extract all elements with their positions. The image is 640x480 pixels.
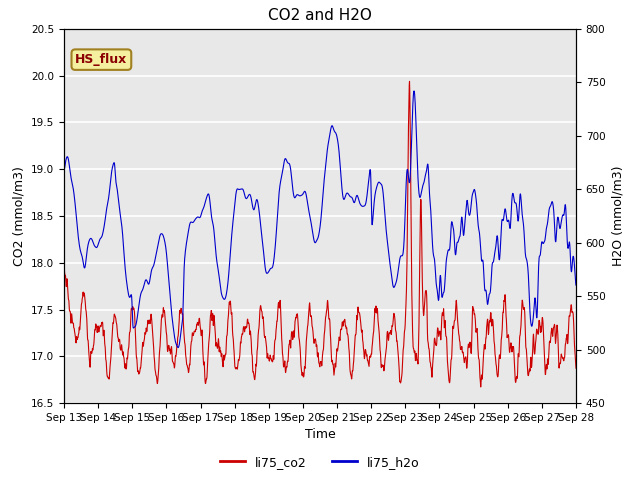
li75_h2o — [86, 236, 94, 242]
Text: HS_flux: HS_flux — [76, 53, 127, 66]
X-axis label: Time: Time — [305, 429, 335, 442]
li75_h2o — [309, 233, 317, 239]
li75_h2o — [558, 217, 566, 223]
li75_co2 — [572, 365, 580, 371]
li75_h2o — [464, 200, 472, 206]
Line: li75_co2: li75_co2 — [64, 81, 576, 387]
Line: li75_h2o: li75_h2o — [64, 91, 576, 348]
Y-axis label: CO2 (mmol/m3): CO2 (mmol/m3) — [12, 166, 26, 266]
li75_h2o — [572, 282, 580, 288]
li75_h2o — [174, 345, 182, 350]
li75_h2o — [410, 88, 418, 94]
li75_h2o — [296, 193, 303, 199]
li75_h2o — [60, 168, 68, 174]
li75_co2 — [86, 364, 94, 370]
li75_co2 — [406, 78, 413, 84]
Y-axis label: H2O (mmol/m3): H2O (mmol/m3) — [611, 166, 624, 266]
li75_co2 — [558, 353, 566, 359]
li75_h2o — [557, 218, 565, 224]
li75_co2 — [309, 329, 317, 335]
li75_co2 — [477, 384, 484, 390]
li75_co2 — [557, 351, 565, 357]
li75_co2 — [296, 337, 303, 343]
Legend: li75_co2, li75_h2o: li75_co2, li75_h2o — [215, 451, 425, 474]
Title: CO2 and H2O: CO2 and H2O — [268, 9, 372, 24]
li75_co2 — [60, 264, 68, 270]
li75_co2 — [463, 358, 471, 364]
